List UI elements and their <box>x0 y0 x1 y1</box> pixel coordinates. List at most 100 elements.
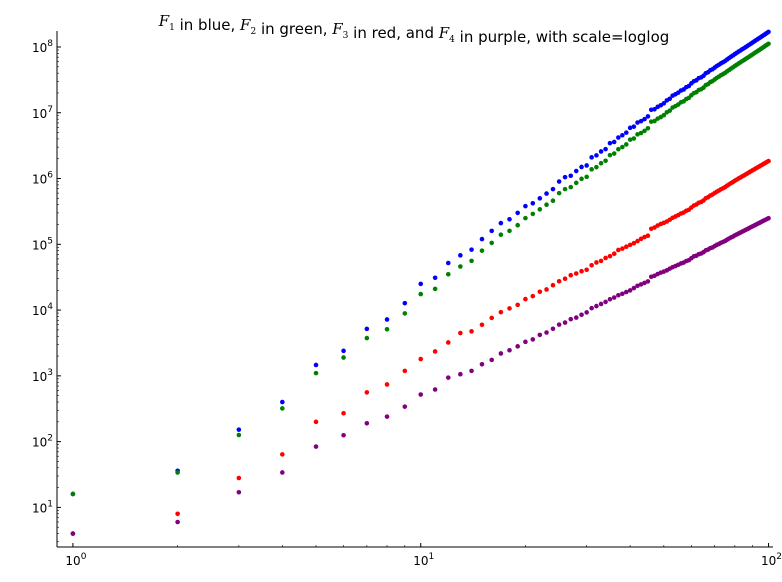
data-point <box>523 296 528 302</box>
data-point <box>507 306 512 311</box>
title-text-part: in blue, <box>175 16 240 34</box>
data-point <box>458 264 463 269</box>
data-point <box>537 207 543 212</box>
data-point <box>280 452 285 457</box>
data-point <box>364 390 370 395</box>
data-point <box>645 233 651 239</box>
data-point <box>236 432 242 438</box>
data-point <box>544 330 549 335</box>
data-point <box>645 279 651 284</box>
data-point <box>507 228 512 234</box>
data-point <box>584 267 589 273</box>
data-point <box>556 190 562 196</box>
data-point <box>402 300 408 306</box>
data-point <box>607 296 613 302</box>
data-point <box>598 160 604 166</box>
data-point <box>523 203 528 209</box>
data-point <box>489 228 495 234</box>
data-point <box>313 444 319 449</box>
data-point <box>469 258 474 264</box>
data-point <box>579 176 584 182</box>
data-point <box>589 155 594 160</box>
data-point <box>341 410 346 416</box>
data-point <box>364 326 370 332</box>
data-point <box>611 251 617 256</box>
data-point <box>598 301 604 307</box>
data-point <box>479 236 485 242</box>
data-point <box>642 128 647 134</box>
data-point <box>544 202 549 208</box>
data-point <box>364 335 370 341</box>
series-3 <box>70 158 771 536</box>
data-point <box>579 268 584 274</box>
data-point <box>550 326 556 332</box>
data-point <box>479 361 485 367</box>
title-subscript: 3 <box>343 31 349 41</box>
data-point <box>661 112 667 118</box>
data-point <box>631 285 637 291</box>
data-point <box>603 299 608 305</box>
data-point <box>589 167 594 172</box>
axes: 101 102 103 104 105 106 107 108 100 101 102 <box>32 31 782 568</box>
data-point <box>498 309 504 315</box>
data-point <box>620 246 625 251</box>
data-point <box>594 164 599 170</box>
x-tick-label: 102 <box>761 552 782 568</box>
data-point <box>652 106 657 112</box>
data-point <box>631 240 637 246</box>
data-point <box>445 375 451 380</box>
data-point <box>537 332 543 338</box>
y-tick-label: 104 <box>32 302 53 318</box>
data-point <box>627 288 633 293</box>
data-point <box>638 236 644 242</box>
data-point <box>489 240 495 246</box>
data-point <box>523 215 528 221</box>
data-point <box>611 139 617 145</box>
data-point <box>507 217 512 222</box>
data-point <box>611 151 617 156</box>
title-text-part: in red, and <box>348 24 438 42</box>
data-point <box>638 282 644 287</box>
data-point <box>652 118 657 124</box>
data-point <box>175 511 180 517</box>
data-point <box>624 142 629 147</box>
data-point <box>313 362 319 368</box>
data-point <box>313 370 319 376</box>
data-point <box>635 283 640 289</box>
data-point <box>611 295 617 300</box>
y-tick-label: 106 <box>32 171 53 187</box>
y-tick-label: 108 <box>32 39 53 55</box>
data-point <box>313 419 319 425</box>
title-text-part: in purple, with scale=loglog <box>455 28 669 46</box>
data-point <box>620 144 625 150</box>
data-point <box>627 242 633 248</box>
series-4 <box>70 215 771 536</box>
data-point <box>445 271 451 277</box>
data-point <box>568 184 574 190</box>
data-point <box>638 118 644 124</box>
data-point <box>341 348 346 354</box>
data-point <box>766 29 771 35</box>
data-point <box>432 387 438 392</box>
data-point <box>384 317 390 322</box>
data-point <box>642 116 647 122</box>
data-point <box>627 137 633 142</box>
data-point <box>562 186 568 192</box>
title-text-part: in green, <box>256 20 332 38</box>
data-point <box>562 174 568 180</box>
data-point <box>645 114 651 119</box>
data-point <box>620 132 625 138</box>
data-point <box>603 255 608 261</box>
title-symbol: F <box>438 24 450 42</box>
data-point <box>562 276 568 282</box>
title-subscript: 4 <box>449 35 455 45</box>
data-point <box>638 130 644 136</box>
data-point <box>635 132 640 137</box>
data-point <box>598 258 604 264</box>
data-point <box>584 163 589 168</box>
data-point <box>544 287 549 292</box>
data-point <box>766 41 771 47</box>
data-point <box>530 211 536 217</box>
data-point <box>589 305 594 311</box>
